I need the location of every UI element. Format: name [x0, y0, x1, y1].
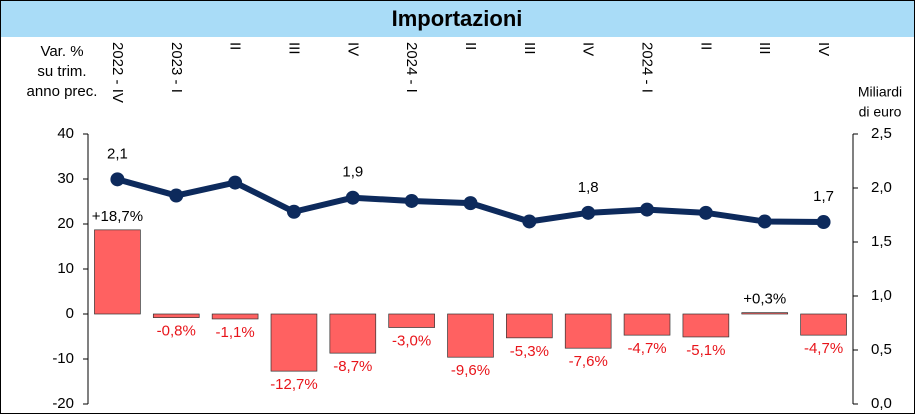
- bar: [623, 313, 671, 336]
- bar: [388, 313, 435, 328]
- y-tick-label: 20: [57, 215, 74, 232]
- line-point: [228, 175, 243, 190]
- bar: [800, 313, 847, 336]
- y-tick-label: 30: [57, 170, 74, 187]
- x-tick-label: II: [227, 42, 244, 50]
- title-band: [1, 1, 914, 37]
- line-point: [581, 205, 596, 220]
- bar-value-label: -12,7%: [270, 376, 318, 393]
- bar-value-label: -7,6%: [569, 353, 608, 370]
- line-point: [816, 215, 831, 230]
- bar-value-label: -4,7%: [627, 340, 666, 357]
- y-tick-label: -10: [52, 350, 74, 367]
- y2-tick-label: 2,5: [871, 125, 892, 142]
- x-tick-label: IV: [815, 42, 832, 56]
- line-point: [110, 172, 125, 187]
- bar: [270, 313, 318, 372]
- bar: [682, 313, 730, 338]
- bar-value-label: +18,7%: [92, 208, 143, 225]
- x-tick-label: II: [697, 42, 714, 50]
- line-value-label: 1,8: [578, 179, 599, 196]
- y-tick-label: -20: [52, 395, 74, 412]
- bar: [329, 313, 377, 354]
- line-point: [640, 202, 655, 217]
- bar: [447, 313, 494, 358]
- line-value-label: 1,7: [813, 188, 834, 205]
- x-tick-label: IV: [344, 42, 361, 56]
- line-value-label: 2,1: [107, 145, 128, 162]
- y2-tick-label: 1,0: [871, 287, 892, 304]
- line-point: [404, 193, 419, 208]
- bar: [506, 313, 553, 339]
- bar-value-label: -3,0%: [392, 332, 431, 349]
- chart-title: Importazioni: [392, 6, 523, 31]
- y-tick-label: 10: [57, 260, 74, 277]
- line-value-label: 1,9: [342, 164, 363, 181]
- x-tick-label: 2024 - I: [639, 42, 656, 93]
- line-point: [345, 190, 360, 205]
- y-axis-label: anno prec.: [27, 83, 98, 100]
- y-tick-label: 40: [57, 125, 74, 142]
- line-point: [698, 205, 713, 220]
- bar-value-label: +0,3%: [743, 291, 786, 308]
- x-tick-label: II: [462, 42, 479, 50]
- y2-tick-label: 2,0: [871, 179, 892, 196]
- x-tick-label: III: [756, 42, 773, 55]
- x-tick-label: III: [285, 42, 302, 55]
- y2-tick-label: 0,0: [871, 395, 892, 412]
- y2-axis-label: di euro: [859, 104, 902, 120]
- bar-value-label: -0,8%: [157, 323, 196, 340]
- x-tick-label: IV: [580, 42, 597, 56]
- line-point: [286, 204, 301, 219]
- bar: [741, 312, 789, 315]
- x-tick-label: 2023 - I: [168, 42, 185, 93]
- y-axis-label: Var. %: [40, 43, 83, 60]
- line-point: [757, 214, 772, 229]
- x-tick-label: 2022 - IV: [109, 42, 126, 103]
- bar: [152, 313, 200, 318]
- bar-value-label: -5,1%: [686, 342, 725, 359]
- bar-value-label: -4,7%: [804, 340, 843, 357]
- bar: [94, 229, 141, 315]
- y2-tick-label: 0,5: [871, 341, 892, 358]
- y-tick-label: 0: [66, 305, 74, 322]
- bar-value-label: -8,7%: [333, 358, 372, 375]
- line-point: [463, 196, 478, 211]
- bar: [564, 313, 612, 349]
- y-axis-label: su trim.: [37, 63, 86, 80]
- x-tick-label: 2024 - I: [403, 42, 420, 93]
- bar-value-label: -1,1%: [216, 324, 255, 341]
- line-point: [169, 188, 184, 203]
- y2-tick-label: 1,5: [871, 233, 892, 250]
- bar-value-label: -5,3%: [510, 343, 549, 360]
- bar: [211, 313, 259, 320]
- x-tick-label: III: [521, 42, 538, 55]
- bar-value-label: -9,6%: [451, 362, 490, 379]
- line-point: [522, 214, 537, 229]
- y2-axis-label: Miliardi: [858, 84, 902, 100]
